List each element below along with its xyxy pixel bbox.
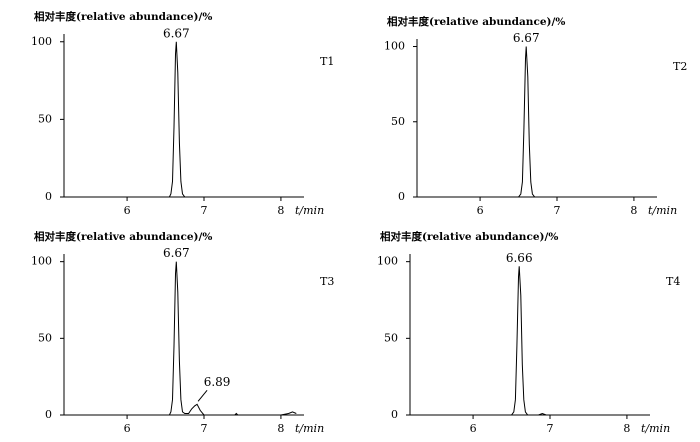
y-tick-label: 50 <box>384 331 398 344</box>
x-tick-label: 6 <box>470 422 477 435</box>
peak-label: 6.66 <box>506 251 533 265</box>
chromatogram-line <box>418 46 642 198</box>
y-tick-label: 100 <box>31 35 52 48</box>
peak-label: 6.67 <box>513 31 540 45</box>
leader-line <box>197 389 208 402</box>
y-tick-label: 0 <box>45 190 52 203</box>
y-axis-title: 相对丰度(relative abundance)/% <box>34 230 212 243</box>
y-tick-label: 100 <box>31 255 52 268</box>
x-tick-label: 8 <box>277 422 284 435</box>
y-tick-label: 0 <box>45 408 52 421</box>
x-tick-label: 8 <box>623 422 630 435</box>
x-tick-label: 8 <box>630 204 637 217</box>
y-tick-label: 0 <box>391 408 398 421</box>
y-axis-title: 相对丰度(relative abundance)/% <box>380 230 558 243</box>
y-tick-label: 100 <box>377 255 398 268</box>
y-tick-label: 50 <box>391 115 405 128</box>
panel-label: T4 <box>666 275 680 288</box>
y-tick-label: 100 <box>384 40 405 53</box>
x-tick-label: 8 <box>277 204 284 217</box>
x-tick-label: 6 <box>124 422 131 435</box>
x-tick-label: 7 <box>201 204 208 217</box>
y-axis-title: 相对丰度(relative abundance)/% <box>34 10 212 23</box>
x-axis-title: t/min <box>648 204 677 217</box>
x-tick-label: 6 <box>477 204 484 217</box>
x-axis-title: t/min <box>295 422 324 435</box>
panel-label: T3 <box>320 275 334 288</box>
x-axis-title: t/min <box>641 422 670 435</box>
panel-label: T1 <box>320 55 334 68</box>
peak-label: 6.67 <box>163 246 190 260</box>
x-tick-label: 6 <box>124 204 131 217</box>
y-tick-label: 50 <box>38 112 52 125</box>
x-tick-label: 7 <box>554 204 561 217</box>
panel-label: T2 <box>673 60 687 73</box>
chromatogram-line <box>65 261 297 416</box>
y-tick-label: 0 <box>398 190 405 203</box>
chromatogram-line <box>411 266 635 416</box>
x-tick-label: 7 <box>547 422 554 435</box>
y-axis-title: 相对丰度(relative abundance)/% <box>387 15 565 28</box>
y-tick-label: 50 <box>38 331 52 344</box>
peak-label: 6.67 <box>163 26 190 40</box>
x-tick-label: 7 <box>201 422 208 435</box>
x-axis-title: t/min <box>295 204 324 217</box>
chromatogram-line <box>65 41 289 198</box>
peak-label: 6.89 <box>204 375 231 389</box>
